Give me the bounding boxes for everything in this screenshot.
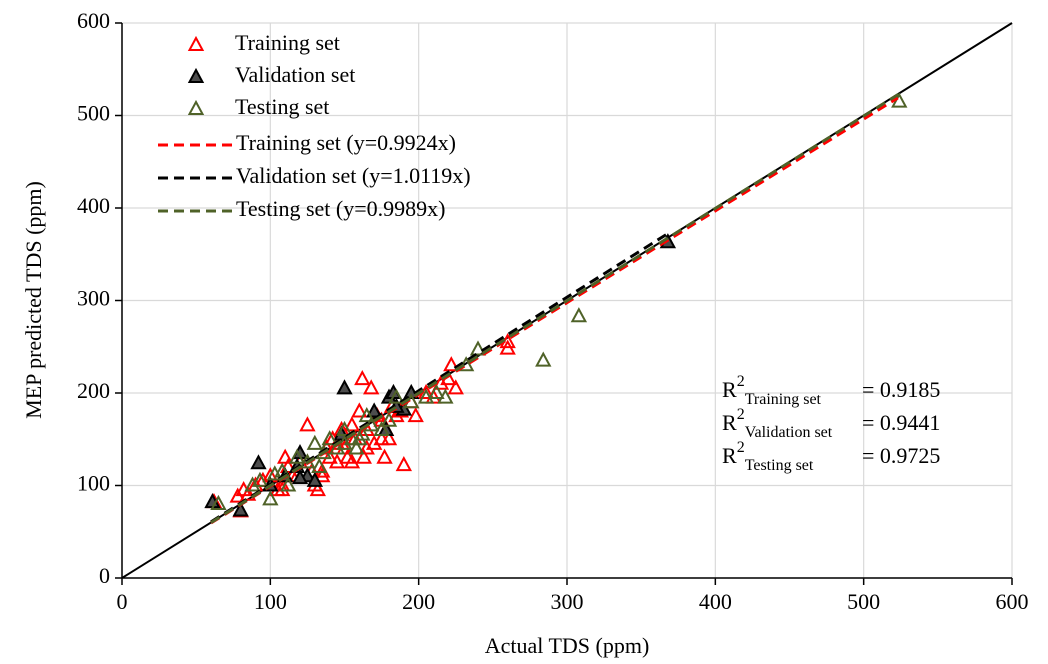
r2-base: R (722, 377, 737, 402)
point (328, 453, 346, 469)
y-tick-label: 300 (77, 286, 110, 311)
legend-label: Testing set (235, 94, 329, 119)
point (365, 434, 383, 450)
point (348, 439, 365, 455)
point (336, 379, 353, 395)
x-tick-label: 100 (254, 589, 287, 614)
point (274, 481, 291, 497)
x-tick-label: 200 (402, 589, 435, 614)
legend-label: Testing set (y=0.9989x) (236, 196, 445, 221)
y-tick-label: 600 (77, 8, 110, 33)
point (358, 439, 375, 455)
x-tick-label: 0 (117, 589, 128, 614)
y-tick-label: 0 (99, 563, 110, 588)
legend-label: Validation set (235, 62, 355, 87)
point (407, 407, 424, 423)
r2-sub: Testing set (745, 457, 814, 474)
r2-annotation: R2Testing set (722, 439, 814, 474)
r2-base: R (722, 410, 737, 435)
point (570, 307, 588, 323)
x-axis-title: Actual TDS (ppm) (485, 633, 650, 658)
point (251, 471, 269, 487)
point (336, 420, 353, 436)
point (358, 407, 375, 423)
trend-line (210, 92, 901, 524)
point (306, 434, 324, 450)
point (250, 454, 267, 470)
point (443, 356, 460, 372)
r2-sub: Validation set (745, 424, 833, 441)
point (288, 448, 306, 464)
point (365, 402, 383, 418)
legend-marker (187, 35, 205, 51)
point (276, 448, 294, 464)
point (244, 476, 261, 492)
y-tick-label: 500 (77, 101, 110, 126)
legend-marker (187, 67, 205, 83)
point (314, 467, 331, 483)
r2-sub: Training set (745, 391, 822, 408)
point (279, 457, 297, 473)
legend-label: Training set (235, 30, 340, 55)
r2-annotation: R2Validation set (722, 406, 833, 441)
point (291, 469, 309, 485)
point (432, 374, 450, 390)
point (437, 388, 454, 404)
point (428, 383, 445, 399)
legend-label: Training set (y=0.9924x) (236, 130, 456, 155)
point (380, 411, 398, 427)
r2-sup: 2 (737, 439, 745, 456)
y-tick-label: 100 (77, 471, 110, 496)
point (321, 448, 338, 464)
y-tick-label: 400 (77, 193, 110, 218)
r2-base: R (722, 443, 737, 468)
point (299, 416, 316, 432)
r2-sup: 2 (737, 373, 745, 390)
point (417, 388, 435, 404)
trend-line (210, 232, 669, 524)
r2-value: = 0.9185 (862, 377, 940, 402)
point (262, 490, 279, 506)
point (279, 476, 297, 492)
point (311, 457, 328, 473)
point (321, 430, 338, 446)
legend-marker (187, 99, 205, 115)
r2-annotation: R2Training set (722, 373, 822, 408)
point (395, 456, 413, 472)
point (351, 402, 368, 418)
point (309, 481, 326, 497)
point (343, 453, 361, 469)
r2-sup: 2 (737, 406, 745, 423)
r2-value: = 0.9725 (862, 443, 940, 468)
point (306, 471, 324, 487)
point (239, 485, 257, 501)
point (354, 370, 371, 386)
point (351, 430, 368, 446)
point (373, 430, 390, 446)
point (388, 388, 405, 404)
x-tick-label: 400 (699, 589, 732, 614)
point (535, 351, 552, 367)
point (373, 420, 390, 436)
point (469, 340, 487, 356)
legend-label: Validation set (y=1.0119x) (236, 163, 471, 188)
point (210, 494, 227, 510)
y-tick-label: 200 (77, 378, 110, 403)
point (376, 448, 393, 464)
y-axis-title: MEP predicted TDS (ppm) (21, 181, 46, 419)
point (363, 379, 380, 395)
x-tick-label: 500 (847, 589, 880, 614)
point (232, 501, 249, 517)
r2-value: = 0.9441 (862, 410, 940, 435)
x-tick-label: 300 (551, 589, 584, 614)
point (355, 448, 372, 464)
point (447, 379, 464, 395)
x-tick-label: 600 (996, 589, 1029, 614)
